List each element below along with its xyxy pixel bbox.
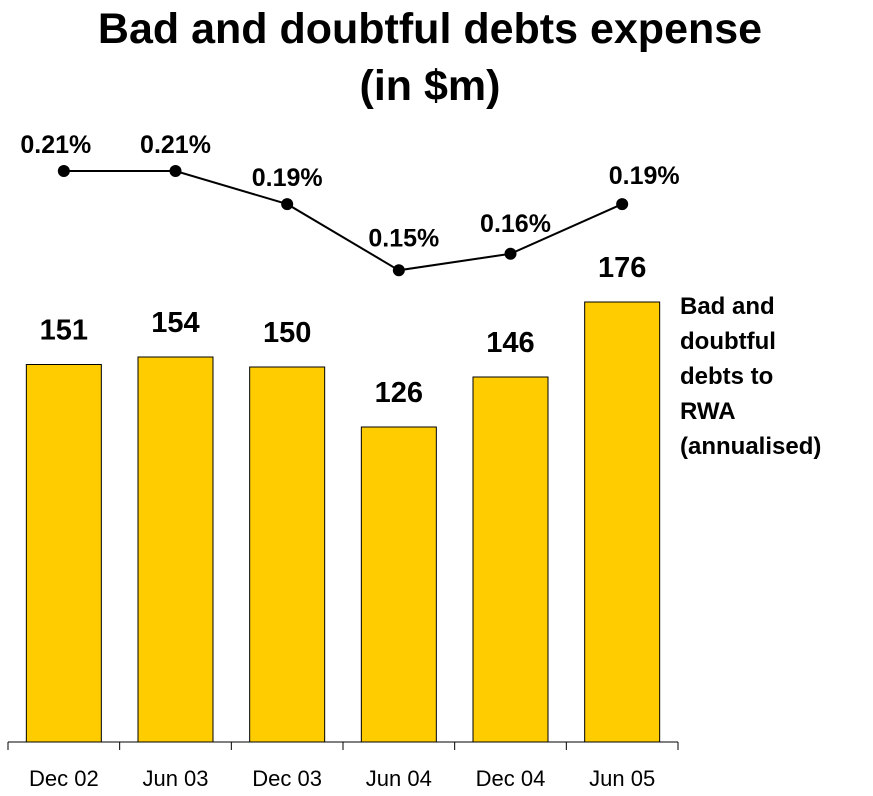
x-tick-label: Dec 03	[252, 766, 322, 791]
ratio-value-label: 0.21%	[140, 131, 211, 159]
bar	[25, 364, 102, 743]
bar-value-label: 154	[151, 307, 199, 339]
ratio-value-label: 0.15%	[368, 224, 439, 252]
legend-line-2: doubtful	[680, 328, 776, 355]
ratio-line	[63, 170, 623, 272]
bar-value-label: 150	[263, 317, 311, 349]
ratio-value-label: 0.19%	[252, 164, 323, 192]
ratio-point	[616, 198, 629, 211]
x-tick-label: Jun 04	[366, 766, 432, 791]
ratio-value-label: 0.16%	[480, 210, 551, 238]
legend-line-4: RWA	[680, 398, 736, 425]
bar-value-label: 146	[486, 327, 534, 359]
bar-series	[25, 301, 661, 743]
bar	[472, 376, 549, 743]
ratio-point	[281, 198, 294, 211]
bar	[360, 426, 437, 743]
x-axis-tick-labels: Dec 02 Jun 03 Dec 03 Jun 04 Dec 04 Jun 05	[29, 766, 655, 791]
x-tick-label: Jun 03	[142, 766, 208, 791]
x-tick-label: Dec 04	[476, 766, 546, 791]
x-tick-label: Jun 05	[589, 766, 655, 791]
bar	[584, 301, 661, 743]
legend-line-3: debts to	[680, 363, 773, 390]
bar-value-label: 151	[40, 315, 88, 347]
bar-value-labels: 151 154 150 126 146 176	[40, 252, 647, 409]
ratio-value-label: 0.19%	[609, 162, 680, 190]
ratio-point	[392, 264, 405, 277]
ratio-point	[169, 165, 182, 177]
ratio-value-label: 0.21%	[20, 131, 91, 159]
legend-line-1: Bad and	[680, 293, 775, 320]
x-axis	[7, 741, 679, 750]
bar-value-label: 126	[375, 377, 423, 409]
ratio-value-labels: 0.21% 0.21% 0.19% 0.15% 0.16% 0.19%	[20, 131, 679, 252]
bar	[249, 366, 326, 743]
bar	[137, 356, 214, 743]
ratio-line-series	[57, 165, 629, 277]
bar-value-label: 176	[598, 252, 646, 284]
x-tick-label: Dec 02	[29, 766, 99, 791]
chart-title-line-1: Bad and doubtful debts expense	[98, 5, 762, 53]
legend-line-5: (annualised)	[680, 433, 821, 460]
ratio-point	[504, 247, 517, 260]
ratio-point	[57, 165, 70, 177]
legend: Bad and doubtful debts to RWA (annualise…	[680, 293, 821, 460]
chart-title-line-2: (in $m)	[360, 62, 501, 110]
